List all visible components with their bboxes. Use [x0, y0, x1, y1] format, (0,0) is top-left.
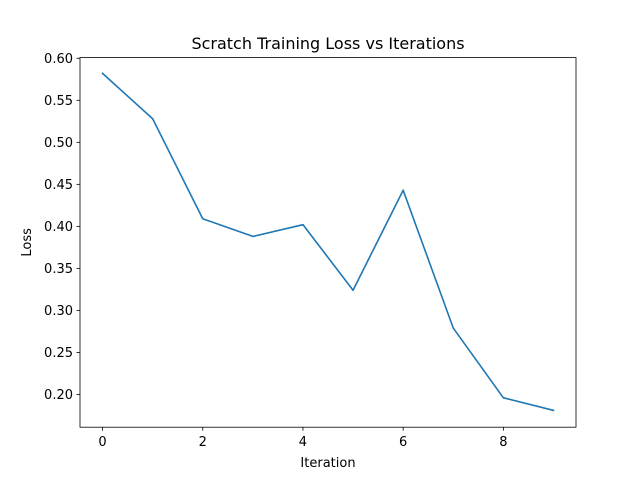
- y-tick-label: 0.60: [44, 52, 73, 67]
- x-axis-ticks: 0 2 4 6 8: [98, 427, 507, 450]
- loss-data-point: [352, 289, 354, 292]
- loss-data-point: [502, 396, 505, 399]
- plot-area: [80, 57, 576, 428]
- loss-data-point: [201, 217, 204, 220]
- loss-data-point: [252, 235, 254, 238]
- series-layer: [101, 72, 555, 412]
- loss-data-point: [452, 327, 455, 329]
- x-tick-label: 0: [98, 435, 106, 450]
- y-tick-label: 0.55: [44, 94, 73, 109]
- x-tick-label: 8: [499, 435, 507, 450]
- loss-series-line: [101, 72, 555, 412]
- loss-data-point: [151, 117, 154, 120]
- y-tick-label: 0.20: [44, 388, 73, 403]
- loss-data-point: [552, 409, 555, 412]
- y-axis-ticks: 0.20 0.25 0.30 0.35 0.40 0.45 0.50 0.55 0.60: [44, 52, 80, 403]
- y-tick-label: 0.25: [44, 346, 73, 361]
- y-tick-label: 0.50: [44, 136, 73, 151]
- loss-data-point: [402, 189, 404, 192]
- y-tick-label: 0.30: [44, 304, 73, 319]
- loss-data-point: [302, 223, 304, 226]
- y-tick-label: 0.35: [44, 262, 73, 277]
- y-tick-label: 0.40: [44, 220, 73, 235]
- x-tick-label: 6: [399, 435, 407, 450]
- x-tick-label: 2: [199, 435, 207, 450]
- x-axis-label: Iteration: [300, 456, 355, 471]
- plot-frame: [79, 57, 577, 428]
- chart-title: Scratch Training Loss vs Iterations: [191, 34, 464, 53]
- x-tick-label: 4: [299, 435, 307, 450]
- y-tick-label: 0.45: [44, 178, 73, 193]
- y-axis-label: Loss: [20, 228, 35, 257]
- loss-data-point: [101, 72, 104, 75]
